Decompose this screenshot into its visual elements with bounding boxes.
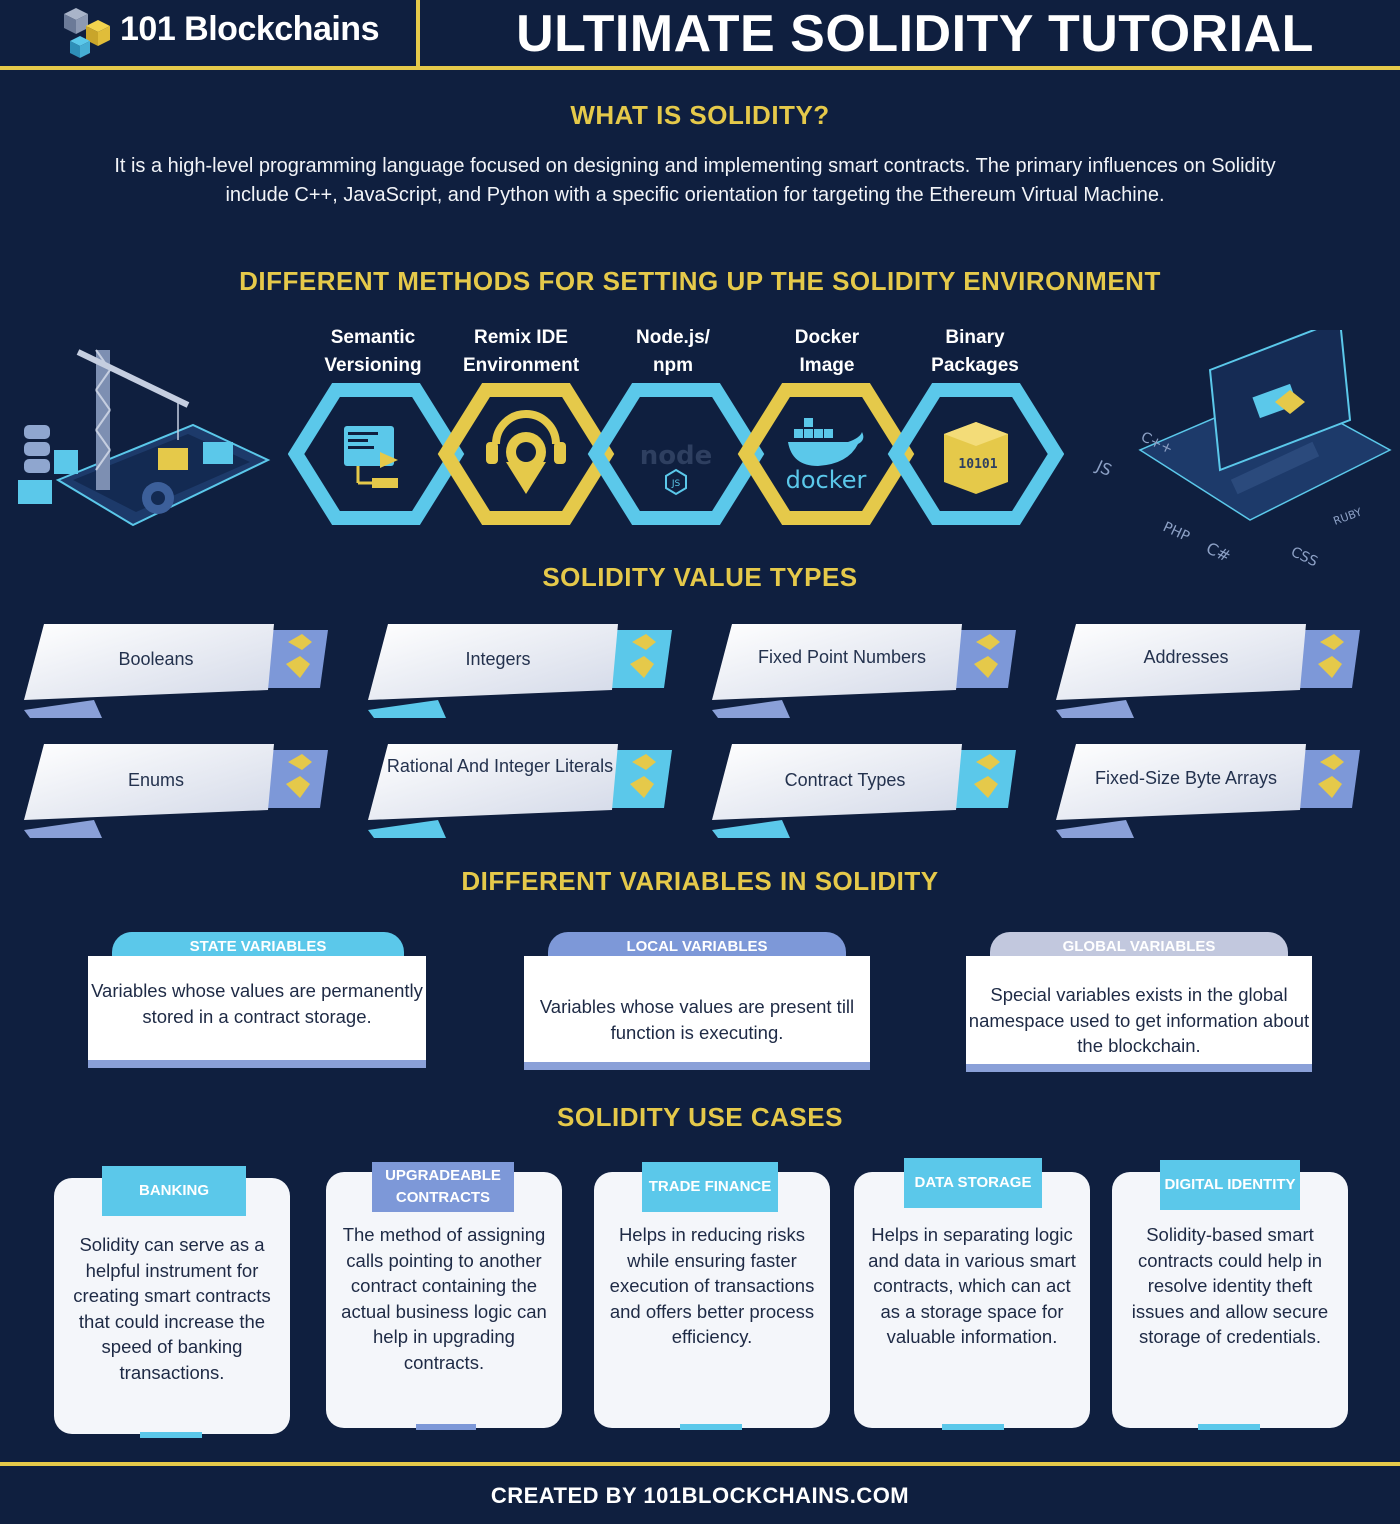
binary-icon-text: 10101 xyxy=(958,457,997,472)
code-window-icon xyxy=(344,426,398,488)
method-nodejs-npm-label: Node.js/npm xyxy=(636,327,710,376)
brand-name: 101 Blockchains xyxy=(120,10,379,48)
docker-logo-icon: docker xyxy=(786,418,867,494)
what-is-heading: WHAT IS SOLIDITY? xyxy=(570,100,830,130)
header-divider xyxy=(416,0,420,70)
methods-heading: DIFFERENT METHODS FOR SETTING UP THE SOL… xyxy=(239,266,1161,296)
use-case-banking-card xyxy=(54,1178,290,1434)
method-semantic-versioning-label: Semantic Versioning xyxy=(324,327,422,376)
use-case-upgradeable-tab: UPGRADEABLE CONTRACTS xyxy=(372,1162,514,1212)
binary-packages-hexagon xyxy=(887,383,1064,525)
value-type-fixed-point-numbers: Fixed Point Numbers xyxy=(757,647,927,667)
laptop-label-js: JS xyxy=(1092,456,1114,480)
use-cases-heading: SOLIDITY USE CASES xyxy=(557,1102,843,1132)
state-variables-card: Variables whose values are permanently s… xyxy=(88,956,426,1068)
use-case-data-storage-tab: DATA STORAGE xyxy=(904,1158,1042,1208)
node-icon-text: node xyxy=(640,441,713,471)
use-case-upgradeable-card xyxy=(326,1172,562,1428)
laptop-label-php: PHP xyxy=(1160,519,1192,545)
docker-hexagon xyxy=(737,383,915,525)
use-case-digital-identity-card xyxy=(1112,1172,1348,1428)
digital-identity-card-accent xyxy=(1198,1424,1260,1430)
svg-text:JS: JS xyxy=(671,479,681,489)
data-storage-card-accent xyxy=(942,1424,1004,1430)
use-case-trade-finance-card xyxy=(594,1172,830,1428)
method-binary-packages-label: Binary Packages xyxy=(931,327,1019,376)
method-remix-ide-label: Remix IDE Environment xyxy=(462,327,580,376)
remix-logo-icon xyxy=(486,410,566,494)
method-docker-image-label: Docker Image xyxy=(794,327,860,376)
page-title: ULTIMATE SOLIDITY TUTORIAL xyxy=(516,5,1314,63)
footer-credit: CREATED BY 101BLOCKCHAINS.COM xyxy=(490,1483,910,1508)
binary-package-icon: 10101 xyxy=(944,422,1008,494)
trade-finance-card-accent xyxy=(680,1424,742,1430)
local-variables-desc: Variables whose values are present till … xyxy=(539,996,855,1043)
global-variables-card: Special variables exists in the global n… xyxy=(966,956,1312,1072)
footer-bar xyxy=(0,1462,1400,1524)
what-is-description: It is a high-level programming language … xyxy=(114,155,1276,206)
header-bar xyxy=(0,0,1400,70)
value-type-addresses: Addresses xyxy=(1143,647,1229,667)
crane-illustration-icon xyxy=(18,349,271,527)
variables-heading: DIFFERENT VARIABLES IN SOLIDITY xyxy=(461,866,939,896)
ribbon-byte-arrays xyxy=(1056,744,1360,838)
ribbon-enums xyxy=(24,744,328,838)
use-case-data-storage-card xyxy=(854,1172,1090,1428)
use-case-banking-tab: BANKING xyxy=(102,1166,246,1216)
ribbon-contract-types xyxy=(712,744,1016,838)
ribbon-addresses xyxy=(1056,624,1360,718)
use-case-data-storage-desc: Helps in separating logic and data in va… xyxy=(868,1224,1076,1347)
local-variables-card: Variables whose values are present till … xyxy=(524,956,870,1070)
docker-icon-text: docker xyxy=(786,466,867,494)
banking-card-accent xyxy=(140,1432,202,1438)
value-type-fixed-size-byte-arrays: Fixed-Size Byte Arrays xyxy=(1094,768,1278,788)
remix-ide-hexagon xyxy=(437,383,615,525)
ribbon-integers xyxy=(368,624,672,718)
use-case-trade-finance-tab: TRADE FINANCE xyxy=(642,1162,778,1212)
ribbon-rational-literals xyxy=(368,744,672,838)
semantic-versioning-hexagon xyxy=(288,383,465,525)
value-type-integers: Integers xyxy=(465,649,531,669)
laptop-illustration-icon: C++ JS PHP C# CSS RUBY xyxy=(1092,330,1392,570)
value-type-rational-integer-literals: Rational And Integer Literals xyxy=(386,756,614,776)
ribbon-booleans xyxy=(24,624,328,718)
use-case-upgradeable-desc: The method of assigning calls pointing t… xyxy=(341,1224,547,1373)
brand-logo-icon xyxy=(64,8,110,58)
state-variables-desc: Variables whose values are permanently s… xyxy=(91,980,423,1027)
value-type-contract-types: Contract Types xyxy=(784,770,906,790)
value-type-booleans: Booleans xyxy=(118,649,194,669)
value-type-enums: Enums xyxy=(127,770,185,790)
nodejs-logo-icon: node JS xyxy=(640,441,713,496)
value-types-ribbons xyxy=(24,624,1360,838)
use-case-digital-identity-tab: DIGITAL IDENTITY xyxy=(1160,1160,1300,1210)
use-case-trade-finance-desc: Helps in reducing risks while ensuring f… xyxy=(609,1224,815,1347)
upgradeable-card-accent xyxy=(416,1424,476,1430)
methods-hexagon-chain: node JS docker 10101 xyxy=(288,383,1064,525)
laptop-label-ruby: RUBY xyxy=(1332,505,1364,527)
value-types-heading: SOLIDITY VALUE TYPES xyxy=(542,562,858,592)
global-variables-desc: Special variables exists in the global n… xyxy=(968,984,1310,1056)
ribbon-fixed-point xyxy=(712,624,1016,718)
use-case-banking-desc: Solidity can serve as a helpful instrume… xyxy=(73,1234,271,1383)
use-case-digital-identity-desc: Solidity-based smart contracts could hel… xyxy=(1131,1224,1329,1347)
nodejs-hexagon xyxy=(587,383,765,525)
